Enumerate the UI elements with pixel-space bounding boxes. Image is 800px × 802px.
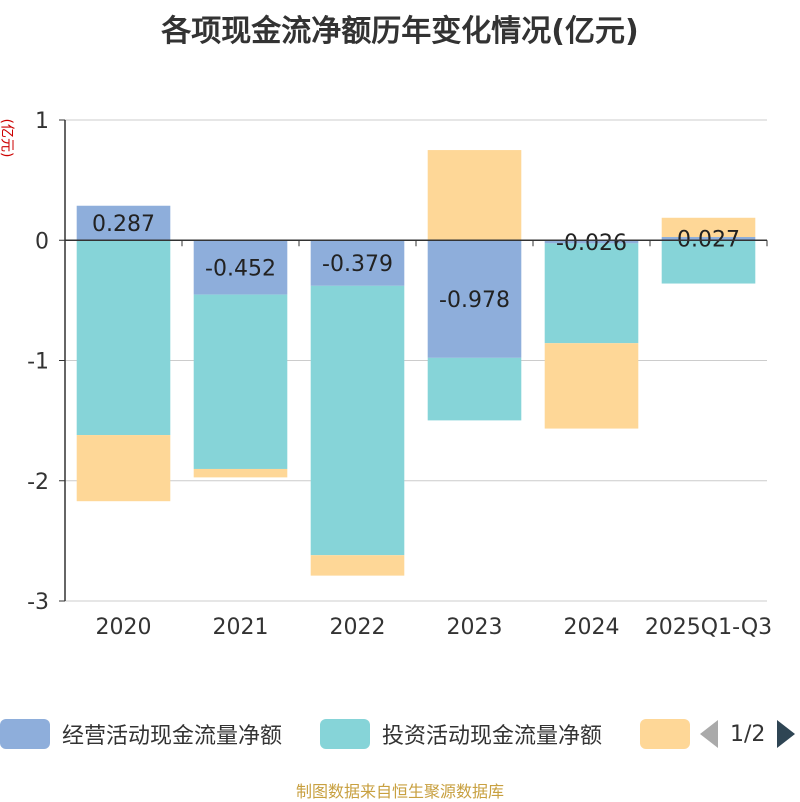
legend-label-investing: 投资活动现金流量净额 bbox=[382, 724, 603, 749]
data-label: -0.452 bbox=[205, 256, 276, 281]
legend-item-investing[interactable]: 投资活动现金流量净额 bbox=[320, 716, 602, 752]
data-label: -0.978 bbox=[439, 288, 510, 313]
y-tick-label: -1 bbox=[27, 350, 49, 375]
legend-prev-page-icon[interactable] bbox=[700, 720, 718, 748]
legend-next-page-icon[interactable] bbox=[777, 720, 796, 748]
bar-2-2022 bbox=[310, 555, 405, 576]
source-footer: 制图数据来自恒生聚源数据库 bbox=[295, 782, 504, 801]
bar-0-2020 bbox=[76, 205, 171, 241]
x-tick-label: 2024 bbox=[564, 615, 620, 640]
data-label: -0.379 bbox=[322, 252, 393, 277]
legend-swatch-operating bbox=[0, 719, 50, 749]
bar-1-2024 bbox=[544, 243, 639, 344]
bar-1-2020 bbox=[76, 240, 171, 436]
legend-swatch-investing bbox=[320, 719, 370, 749]
bar-0-2023 bbox=[427, 240, 522, 358]
bar-0-2021 bbox=[193, 240, 288, 295]
bar-1-2022 bbox=[310, 285, 405, 556]
bar-1-2025Q1-Q3 bbox=[661, 240, 756, 284]
bar-2-2020 bbox=[76, 435, 171, 502]
legend: 经营活动现金流量净额 投资活动现金流量净额 1/2 bbox=[0, 716, 800, 752]
x-tick-label: 2022 bbox=[330, 615, 386, 640]
bar-2-2024 bbox=[544, 343, 639, 429]
legend-swatch-financing bbox=[640, 719, 690, 749]
y-tick-label: 0 bbox=[35, 229, 49, 254]
bar-1-2023 bbox=[427, 357, 522, 421]
legend-label-operating: 经营活动现金流量净额 bbox=[62, 724, 283, 749]
y-tick-label: -3 bbox=[27, 590, 49, 615]
chart-title: 各项现金流净额历年变化情况(亿元) bbox=[161, 14, 639, 49]
legend-page-indicator: 1/2 bbox=[730, 721, 766, 747]
legend-item-financing[interactable] bbox=[640, 716, 690, 752]
y-tick-label: 1 bbox=[35, 109, 49, 134]
legend-item-operating[interactable]: 经营活动现金流量净额 bbox=[0, 716, 282, 752]
bar-0-2024 bbox=[544, 240, 639, 244]
x-tick-label: 2020 bbox=[96, 615, 152, 640]
y-tick-label: -2 bbox=[27, 470, 49, 495]
bar-0-2022 bbox=[310, 240, 405, 286]
bar-1-2021 bbox=[193, 294, 288, 469]
bar-2-2021 bbox=[193, 468, 288, 478]
bar-0-2025Q1-Q3 bbox=[661, 237, 756, 241]
x-tick-label: 2023 bbox=[447, 615, 503, 640]
x-tick-label: 2021 bbox=[213, 615, 269, 640]
x-tick-label: 2025Q1-Q3 bbox=[645, 615, 772, 640]
data-label: 0.287 bbox=[92, 212, 155, 237]
bar-2-2025Q1-Q3 bbox=[661, 217, 756, 238]
data-label: -0.026 bbox=[556, 231, 627, 256]
bar-2-2023 bbox=[427, 150, 522, 241]
legend-pager: 1/2 bbox=[700, 716, 796, 752]
